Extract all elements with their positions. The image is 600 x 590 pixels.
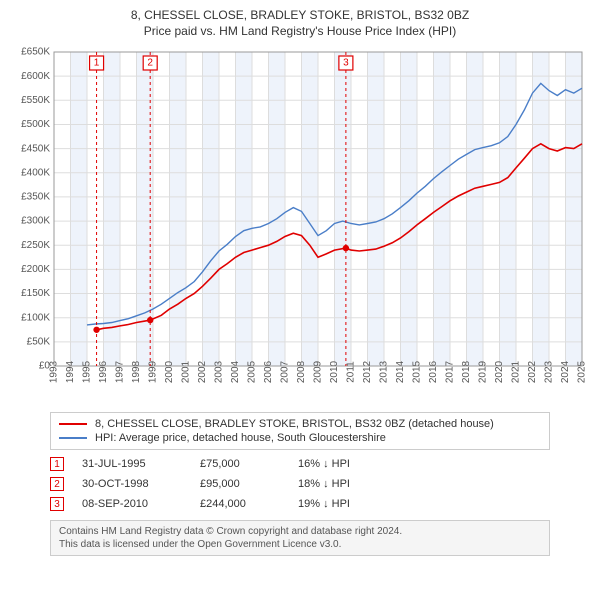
chart-title-address: 8, CHESSEL CLOSE, BRADLEY STOKE, BRISTOL… [10,8,590,22]
svg-text:1994: 1994 [65,360,76,383]
event-price: £244,000 [200,498,280,510]
legend: 8, CHESSEL CLOSE, BRADLEY STOKE, BRISTOL… [50,412,550,450]
svg-text:2001: 2001 [181,360,192,383]
svg-text:2021: 2021 [511,360,522,383]
svg-text:2003: 2003 [214,360,225,383]
legend-swatch [59,437,87,439]
legend-item-price-paid: 8, CHESSEL CLOSE, BRADLEY STOKE, BRISTOL… [59,417,541,431]
svg-text:2022: 2022 [527,360,538,383]
event-delta: 18% ↓ HPI [298,478,398,490]
svg-text:1995: 1995 [82,360,93,383]
svg-text:2000: 2000 [164,360,175,383]
svg-text:2006: 2006 [263,360,274,383]
legend-swatch [59,423,87,425]
event-row: 3 08-SEP-2010 £244,000 19% ↓ HPI [50,494,550,514]
chart-title-block: 8, CHESSEL CLOSE, BRADLEY STOKE, BRISTOL… [10,8,590,38]
svg-text:£500K: £500K [21,119,50,130]
event-badge: 3 [50,497,64,511]
event-badge: 1 [50,457,64,471]
svg-text:2007: 2007 [280,360,291,383]
svg-text:£150K: £150K [21,288,50,299]
svg-text:£50K: £50K [27,336,51,347]
svg-text:£600K: £600K [21,71,50,82]
svg-text:2013: 2013 [379,360,390,383]
svg-text:2: 2 [147,58,153,69]
event-date: 31-JUL-1995 [82,458,182,470]
svg-text:£350K: £350K [21,192,50,203]
svg-text:2008: 2008 [296,360,307,383]
svg-text:£450K: £450K [21,143,50,154]
svg-text:1996: 1996 [98,360,109,383]
event-price: £75,000 [200,458,280,470]
svg-text:1999: 1999 [148,360,159,383]
svg-text:2005: 2005 [247,360,258,383]
event-price: £95,000 [200,478,280,490]
legend-label: 8, CHESSEL CLOSE, BRADLEY STOKE, BRISTOL… [95,418,494,430]
svg-text:£300K: £300K [21,216,50,227]
svg-text:2017: 2017 [445,360,456,383]
legend-item-hpi: HPI: Average price, detached house, Sout… [59,431,541,445]
event-row: 2 30-OCT-1998 £95,000 18% ↓ HPI [50,474,550,494]
svg-text:2015: 2015 [412,360,423,383]
svg-text:£100K: £100K [21,312,50,323]
svg-text:1998: 1998 [131,360,142,383]
svg-text:£400K: £400K [21,167,50,178]
svg-text:2012: 2012 [362,360,373,383]
event-date: 08-SEP-2010 [82,498,182,510]
svg-text:2011: 2011 [346,361,357,383]
chart-title-subtitle: Price paid vs. HM Land Registry's House … [10,24,590,38]
svg-text:2019: 2019 [478,360,489,383]
svg-text:2018: 2018 [461,360,472,383]
event-delta: 19% ↓ HPI [298,498,398,510]
svg-text:2009: 2009 [313,360,324,383]
svg-text:1997: 1997 [115,360,126,383]
svg-text:2016: 2016 [428,360,439,383]
svg-text:3: 3 [343,58,349,69]
attribution-footer: Contains HM Land Registry data © Crown c… [50,520,550,556]
svg-text:2024: 2024 [560,360,571,383]
events-table: 1 31-JUL-1995 £75,000 16% ↓ HPI 2 30-OCT… [50,454,550,514]
svg-text:£250K: £250K [21,240,50,251]
legend-label: HPI: Average price, detached house, Sout… [95,432,386,444]
svg-text:2023: 2023 [544,360,555,383]
svg-text:1: 1 [94,58,100,69]
svg-text:2014: 2014 [395,360,406,383]
event-date: 30-OCT-1998 [82,478,182,490]
svg-text:£650K: £650K [21,47,50,58]
svg-text:2002: 2002 [197,360,208,383]
footer-line-2: This data is licensed under the Open Gov… [59,538,541,551]
svg-text:2010: 2010 [329,360,340,383]
svg-text:2004: 2004 [230,360,241,383]
svg-text:2020: 2020 [494,360,505,383]
event-badge: 2 [50,477,64,491]
svg-text:£200K: £200K [21,264,50,275]
price-chart: £0£50K£100K£150K£200K£250K£300K£350K£400… [10,44,590,404]
event-delta: 16% ↓ HPI [298,458,398,470]
price-chart-svg: £0£50K£100K£150K£200K£250K£300K£350K£400… [10,44,590,404]
event-row: 1 31-JUL-1995 £75,000 16% ↓ HPI [50,454,550,474]
footer-line-1: Contains HM Land Registry data © Crown c… [59,525,541,538]
svg-text:£550K: £550K [21,95,50,106]
